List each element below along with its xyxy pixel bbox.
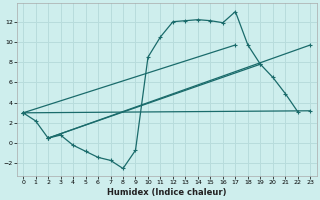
X-axis label: Humidex (Indice chaleur): Humidex (Indice chaleur) — [107, 188, 227, 197]
